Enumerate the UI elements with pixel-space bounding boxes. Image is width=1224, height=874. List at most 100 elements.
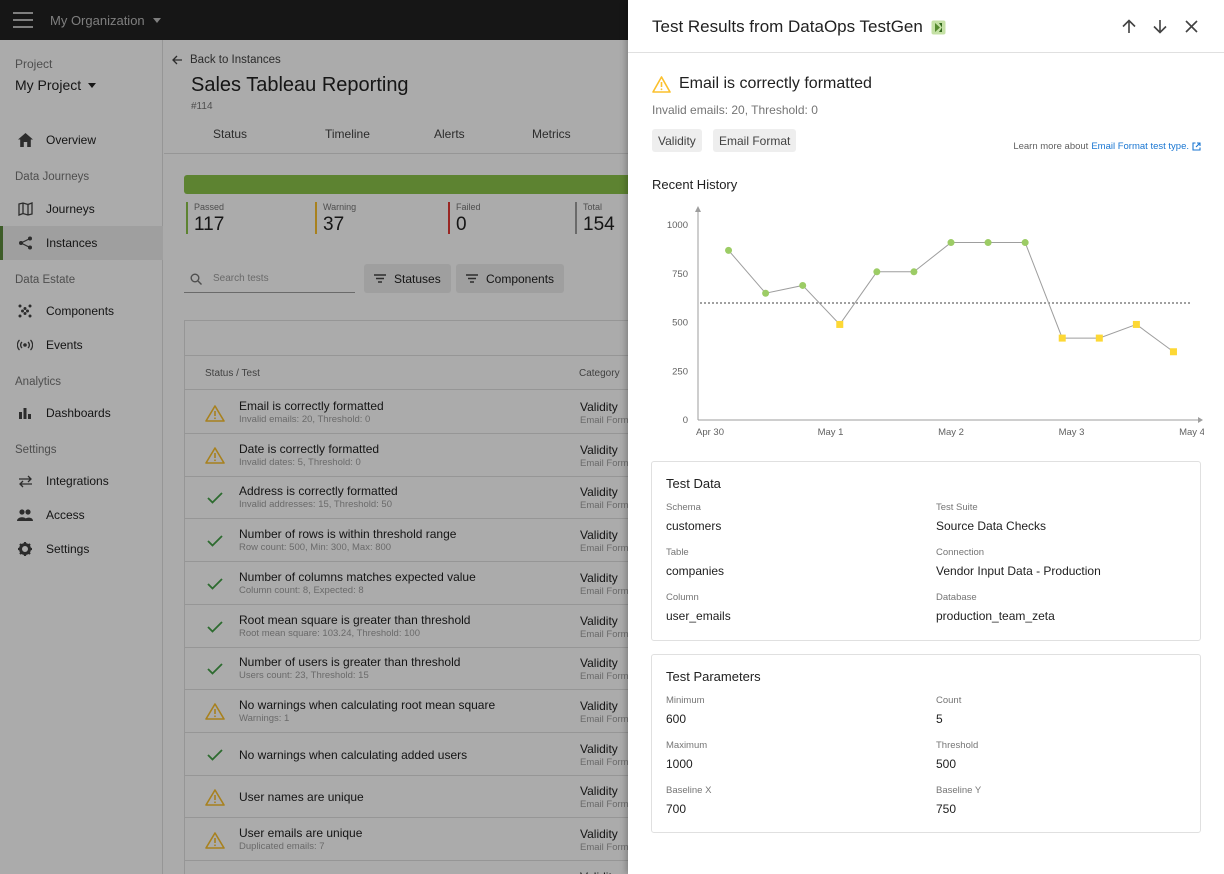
field-label: Database — [936, 592, 977, 603]
sidebar-item-settings[interactable]: Settings — [0, 532, 163, 566]
test-category: Validity — [580, 698, 618, 713]
sidebar-item-dashboards[interactable]: Dashboards — [0, 396, 163, 430]
tab-alerts[interactable]: Alerts — [434, 127, 465, 141]
test-description: Row count: 500, Min: 300, Max: 800 — [239, 542, 392, 554]
field-label: Test Suite — [936, 502, 978, 513]
test-category: Validity — [580, 827, 618, 841]
test-type: Email Format — [580, 543, 637, 555]
stat-label: Warning — [323, 202, 357, 212]
data-point-passed — [947, 239, 955, 247]
broadcast-icon — [17, 337, 33, 353]
tab-timeline[interactable]: Timeline — [325, 127, 370, 141]
nav-section-analytics: Analytics — [15, 376, 62, 388]
table-row[interactable]: Validity — [185, 861, 1224, 874]
external-link-icon[interactable] — [1192, 142, 1201, 151]
grid-dots-icon — [17, 303, 33, 319]
test-category: Validity — [580, 870, 618, 874]
test-name: Address is correctly formatted — [239, 484, 398, 499]
tab-metrics[interactable]: Metrics — [532, 127, 571, 141]
close-panel-button[interactable] — [1180, 15, 1202, 37]
warning-icon — [205, 446, 225, 466]
recent-history-title: Recent History — [652, 177, 738, 192]
project-selector[interactable]: My Project — [15, 77, 97, 93]
panel-title-text: Test Results from DataOps TestGen — [652, 17, 923, 36]
hamburger-menu-icon[interactable] — [13, 12, 33, 28]
organization-selector[interactable]: My Organization — [50, 13, 161, 28]
check-icon — [205, 574, 225, 594]
column-header-category: Category — [579, 368, 620, 379]
stat-warning: Warning 37 — [315, 202, 357, 235]
sidebar-item-integrations[interactable]: Integrations — [0, 464, 163, 498]
learn-more-prefix: Learn more about — [1013, 141, 1089, 152]
sidebar-item-journeys[interactable]: Journeys — [0, 192, 163, 226]
test-name: User names are unique — [239, 790, 364, 805]
check-icon — [205, 745, 225, 765]
nav-section-data-estate: Data Estate — [15, 274, 76, 286]
test-type: Email Format — [580, 457, 637, 469]
sidebar-item-instances[interactable]: Instances — [0, 226, 163, 260]
check-icon — [205, 531, 225, 551]
test-description: Invalid emails: 20, Threshold: 0 — [239, 414, 371, 425]
sidebar-item-label: Instances — [46, 236, 98, 250]
statuses-filter-button[interactable]: Statuses — [364, 264, 451, 293]
instance-id: #114 — [191, 101, 213, 112]
test-category: Validity — [580, 442, 618, 457]
email-format-test-type-link[interactable]: Email Format test type. — [1091, 141, 1189, 152]
sidebar-item-label: Overview — [46, 133, 97, 147]
organization-name: My Organization — [50, 12, 145, 28]
sidebar-item-overview[interactable]: Overview — [0, 123, 163, 157]
warning-icon — [205, 403, 225, 423]
x-tick-label: May 2 — [938, 427, 964, 438]
y-tick-label: 1000 — [667, 220, 688, 231]
search-tests-input[interactable]: Search tests — [184, 265, 355, 293]
test-category: Validity — [580, 528, 618, 543]
sidebar-item-components[interactable]: Components — [0, 294, 163, 328]
y-tick-label: 750 — [672, 269, 688, 280]
bar-chart-icon — [17, 405, 33, 421]
tab-status[interactable]: Status — [213, 127, 248, 141]
arrow-up-icon — [1122, 18, 1136, 33]
test-results-panel: Test Results from DataOps TestGen Email … — [628, 0, 1224, 874]
panel-title: Test Results from DataOps TestGen — [652, 17, 946, 37]
sidebar-item-label: Events — [46, 338, 83, 352]
next-result-button[interactable] — [1149, 15, 1171, 37]
field-label: Schema — [666, 502, 701, 513]
table-row[interactable]: Root mean square is greater than thresho… — [185, 605, 1224, 648]
sidebar-item-access[interactable]: Access — [0, 498, 163, 532]
field-label: Maximum — [666, 740, 708, 751]
chip-validity: Validity — [652, 129, 702, 152]
series-line — [728, 242, 1174, 353]
filter-label: Components — [486, 271, 555, 286]
previous-result-button[interactable] — [1118, 15, 1140, 37]
test-description: Root mean square: 103.24, Threshold: 100 — [239, 627, 420, 639]
data-point-passed — [1021, 239, 1029, 247]
components-filter-button[interactable]: Components — [456, 264, 565, 293]
sidebar: Project My Project Overview Data Journey… — [0, 40, 163, 874]
home-icon — [17, 132, 33, 148]
test-result-summary: Invalid emails: 20, Threshold: 0 — [652, 103, 818, 117]
test-parameters-title: Test Parameters — [666, 669, 761, 684]
arrow-left-icon — [172, 55, 182, 65]
field-label: Baseline Y — [936, 785, 982, 796]
field-value: 750 — [936, 802, 957, 816]
sidebar-item-events[interactable]: Events — [0, 328, 163, 362]
field-value: 1000 — [666, 757, 693, 771]
stat-label: Passed — [194, 202, 225, 212]
x-tick-label: May 3 — [1059, 427, 1085, 438]
field-label: Threshold — [936, 740, 979, 751]
data-point-passed — [910, 268, 918, 276]
nav-section-data-journeys: Data Journeys — [15, 171, 90, 183]
test-category: Validity — [580, 570, 618, 585]
chevron-down-icon — [152, 17, 161, 23]
test-type: Email Format — [580, 500, 637, 512]
field-label: Table — [666, 547, 689, 558]
page-title: Sales Tableau Reporting — [191, 74, 409, 96]
field-value: 700 — [666, 802, 687, 816]
check-icon — [205, 488, 225, 508]
test-name: Number of columns matches expected value — [239, 569, 476, 584]
field-value: customers — [666, 519, 722, 533]
sidebar-item-label: Access — [46, 508, 85, 522]
back-to-instances-link[interactable]: Back to Instances — [172, 54, 281, 66]
y-tick-label: 0 — [683, 415, 688, 426]
modal-backdrop[interactable] — [0, 0, 628, 874]
